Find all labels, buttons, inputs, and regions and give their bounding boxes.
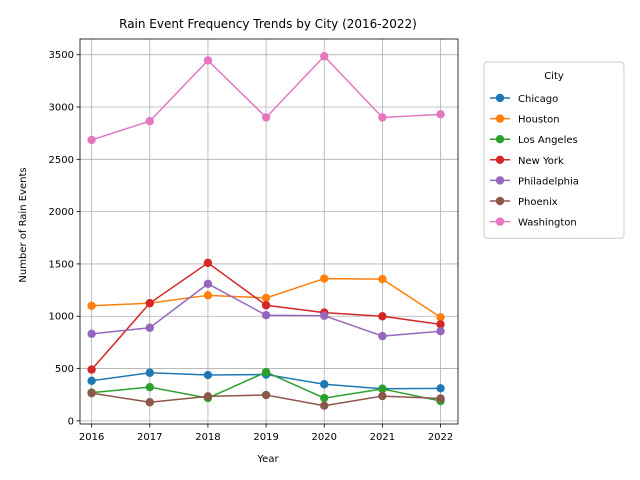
- series-phoenix: [87, 388, 445, 410]
- data-point: [320, 401, 329, 410]
- legend-label: Houston: [518, 115, 560, 126]
- legend: City Chicago Houston Los Angeles New York Ph…: [483, 61, 625, 239]
- data-point: [436, 110, 445, 119]
- series-new-york: [87, 258, 445, 374]
- legend-item: Los Angeles: [490, 135, 578, 146]
- data-point: [378, 391, 387, 401]
- legend-item: Chicago: [490, 93, 558, 105]
- data-point: [87, 329, 96, 339]
- legend-title: City: [544, 71, 564, 82]
- data-point: [436, 384, 445, 393]
- legend-label: Los Angeles: [518, 135, 578, 146]
- data-point: [436, 320, 445, 329]
- data-point: [145, 368, 154, 377]
- data-point: [320, 311, 329, 320]
- x-tick-label: 2019: [253, 432, 278, 443]
- grid: [80, 39, 458, 424]
- data-point: [378, 274, 387, 284]
- y-tick-label: 3500: [49, 50, 74, 61]
- y-tick-label: 500: [55, 364, 74, 375]
- legend-item: Washington: [490, 217, 577, 229]
- legend-marker: [495, 217, 505, 226]
- legend-box: [483, 61, 625, 239]
- legend-marker: [495, 114, 505, 123]
- y-tick-label: 1000: [49, 312, 74, 323]
- data-point: [203, 392, 213, 401]
- data-point: [261, 113, 271, 122]
- x-tick-label: 2020: [312, 432, 337, 443]
- chart-title: Rain Event Frequency Trends by City (201…: [119, 17, 417, 31]
- data-point: [261, 310, 271, 320]
- data-point: [320, 274, 329, 283]
- data-point: [320, 52, 329, 61]
- data-point: [378, 113, 387, 122]
- legend-item: Phoenix: [490, 196, 558, 208]
- legend-label: Philadelphia: [518, 176, 579, 187]
- data-point: [378, 312, 387, 321]
- data-point: [261, 367, 271, 377]
- legend-marker: [495, 196, 505, 206]
- data-point: [87, 301, 96, 310]
- y-tick-label: 3000: [49, 103, 74, 114]
- y-tick-label: 1500: [49, 259, 74, 270]
- x-tick-label: 2017: [137, 432, 162, 443]
- legend-marker: [495, 176, 505, 185]
- data-point: [261, 301, 271, 310]
- data-point: [378, 331, 387, 341]
- data-point: [261, 390, 271, 400]
- data-point: [378, 384, 387, 394]
- legend-marker: [495, 155, 505, 164]
- series-philadelphia: [87, 279, 445, 341]
- data-point: [145, 298, 154, 308]
- data-point: [87, 388, 96, 398]
- data-point: [87, 376, 96, 385]
- y-axis-title: Number of Rain Events: [18, 167, 29, 282]
- data-point: [261, 293, 271, 303]
- data-point: [436, 313, 445, 322]
- plot-frame: [79, 38, 459, 425]
- data-point: [145, 398, 154, 407]
- legend-label: Chicago: [518, 94, 558, 105]
- data-point: [203, 291, 213, 300]
- legend-item: New York: [490, 155, 564, 167]
- x-axis: 2016 2017 2018 2019 2020 2021 2022: [79, 424, 453, 443]
- data-point: [203, 56, 213, 65]
- legend-item: Houston: [490, 114, 560, 126]
- legend-label: Phoenix: [518, 197, 558, 208]
- x-tick-label: 2022: [428, 432, 453, 443]
- data-point: [436, 327, 445, 336]
- x-tick-label: 2016: [79, 432, 104, 443]
- legend-label: Washington: [518, 218, 577, 229]
- x-tick-label: 2018: [195, 432, 220, 443]
- data-point: [436, 394, 445, 403]
- y-tick-label: 2500: [49, 155, 74, 166]
- legend-label: New York: [518, 156, 564, 167]
- x-axis-title: Year: [256, 454, 279, 465]
- data-point: [145, 323, 154, 332]
- legend-items: Chicago Houston Los Angeles New York Philade…: [490, 93, 579, 229]
- legend-marker: [495, 135, 505, 144]
- y-tick-label: 0: [68, 416, 74, 427]
- data-point: [203, 279, 213, 289]
- legend-marker: [495, 93, 505, 103]
- data-point: [203, 370, 213, 380]
- data-point: [145, 116, 154, 126]
- y-axis: 0 500 1000 1500 2000 2500 3000 3500: [49, 50, 80, 427]
- data-point: [145, 382, 154, 392]
- data-point: [203, 258, 213, 268]
- data-point: [320, 380, 329, 389]
- x-tick-label: 2021: [370, 432, 395, 443]
- data-point: [320, 393, 329, 403]
- series-washington: [87, 52, 445, 145]
- legend-item: Philadelphia: [490, 176, 579, 187]
- data-point: [87, 365, 96, 374]
- data-point: [87, 135, 96, 145]
- series-layer: [87, 52, 445, 410]
- y-tick-label: 2000: [49, 207, 74, 218]
